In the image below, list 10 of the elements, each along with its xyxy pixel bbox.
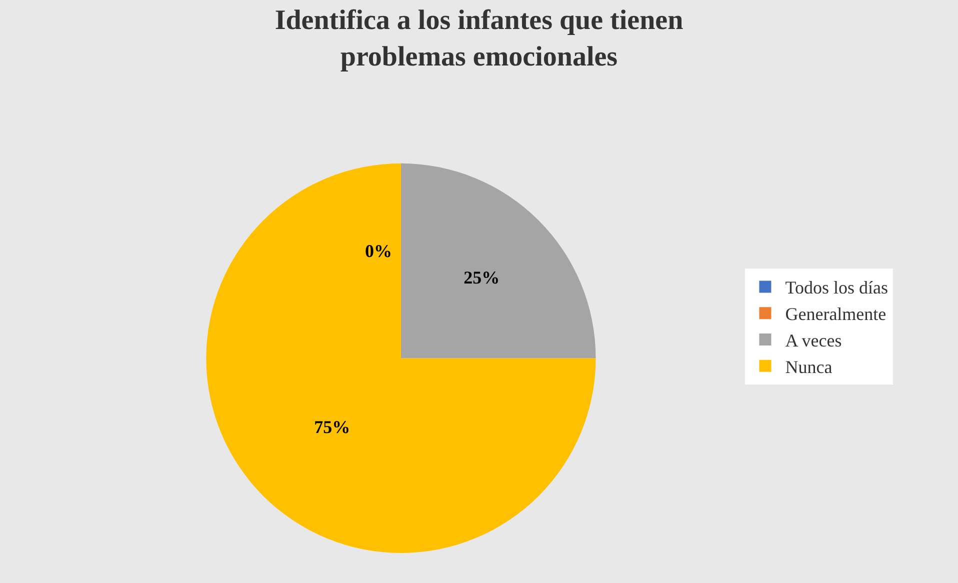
legend-label: Nunca xyxy=(785,356,832,377)
legend-label: Todos los días xyxy=(785,278,888,298)
chart-title: Identifica a los infantes que tienen problemas emocionales xyxy=(274,5,684,73)
text: 0% xyxy=(365,241,392,261)
pie-slice xyxy=(400,163,596,358)
data-label: 75% xyxy=(314,417,350,438)
legend-label: Generalmente xyxy=(785,304,886,324)
legend-label: A veces xyxy=(785,330,842,351)
pie-slice xyxy=(206,163,596,553)
data-label: 25% xyxy=(464,268,500,288)
